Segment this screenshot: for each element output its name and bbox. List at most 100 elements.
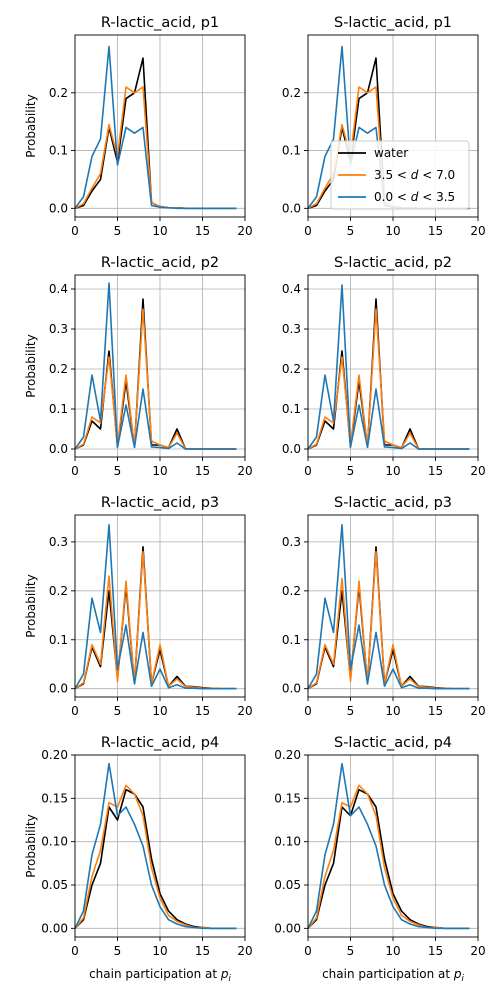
y-tick-label: 0.1 [282,402,301,416]
y-tick-label: 0.20 [41,748,68,762]
series-line-0-0-d-3-5 [74,282,237,450]
x-tick-label: 10 [152,464,167,478]
y-tick-label: 0.0 [282,201,301,215]
x-tick-label: 15 [195,944,210,958]
y-tick-label: 0.4 [49,282,68,296]
subplot-3: 0 5 10 15 20 0.0 0.1 0.2 0.3 0.4 R-lactic_acid, p2… [24,255,253,478]
y-tick-label: 0.2 [49,362,68,376]
subplot-5: 0 5 10 15 20 0.0 0.1 0.2 0.3 R-lactic_acid, p3 Pro… [24,495,253,718]
y-tick-label: 0.10 [274,835,301,849]
y-tick-label: 0.2 [49,584,68,598]
y-tick-label: 0.3 [282,535,301,549]
subplot-title: S-lactic_acid, p3 [334,495,452,511]
x-tick-label: 15 [195,224,210,238]
x-tick-label: 15 [195,464,210,478]
x-tick-label: 0 [304,944,312,958]
y-tick-label: 0.4 [282,282,301,296]
x-tick-label: 5 [347,704,355,718]
x-tick-label: 15 [428,224,443,238]
x-tick-label: 0 [71,944,79,958]
series-line-0-0-d-3-5 [74,523,237,690]
x-axis-label: chain participation at pi [89,967,231,984]
subplot-4: 0 5 10 15 20 0.0 0.1 0.2 0.3 0.4 S-lactic_acid, p2 [282,255,486,478]
x-tick-label: 10 [152,224,167,238]
subplot-title: S-lactic_acid, p2 [334,255,452,271]
y-tick-label: 0.1 [49,144,68,158]
x-tick-label: 15 [428,464,443,478]
y-tick-label: 0.05 [274,878,301,892]
x-tick-label: 20 [470,704,485,718]
x-tick-label: 10 [152,704,167,718]
y-tick-label: 0.1 [282,633,301,647]
x-tick-label: 5 [114,224,122,238]
series-line-0-0-d-3-5 [74,762,237,930]
x-tick-label: 20 [470,224,485,238]
y-tick-label: 0.2 [282,362,301,376]
x-tick-label: 20 [470,464,485,478]
y-axis-label: Probability [24,334,38,397]
subplot-1: 0 5 10 15 20 0.0 0.1 0.2 R-lactic_acid, p1 Probab… [24,15,253,238]
x-tick-label: 15 [195,704,210,718]
subplot-6: 0 5 10 15 20 0.0 0.1 0.2 0.3 S-lactic_acid, p3 [282,495,486,718]
y-tick-label: 0.20 [274,748,301,762]
x-tick-label: 20 [237,944,252,958]
subplot-title: R-lactic_acid, p2 [101,255,219,271]
y-axis-label: Probability [24,574,38,637]
legend-label: 3.5 < d < 7.0 [374,168,455,182]
x-tick-label: 5 [347,464,355,478]
x-tick-label: 10 [385,944,400,958]
series-line-0-0-d-3-5 [307,523,470,690]
x-tick-label: 5 [114,944,122,958]
subplot-title: R-lactic_acid, p3 [101,495,219,511]
x-tick-label: 0 [71,224,79,238]
y-tick-label: 0.0 [49,682,68,696]
y-tick-label: 0.05 [41,878,68,892]
y-tick-label: 0.1 [49,633,68,647]
x-tick-label: 5 [114,464,122,478]
x-tick-label: 20 [237,704,252,718]
x-tick-label: 0 [304,464,312,478]
legend-box [330,140,470,210]
y-tick-label: 0.0 [49,201,68,215]
x-tick-label: 0 [304,224,312,238]
x-tick-label: 5 [114,704,122,718]
x-tick-label: 5 [347,224,355,238]
x-tick-label: 10 [385,464,400,478]
y-tick-label: 0.00 [274,921,301,935]
subplot-8: 0 5 10 15 20 0.00 0.05 0.10 0.15 0.20 S-lactic_aci… [274,735,485,984]
y-tick-label: 0.3 [282,322,301,336]
x-tick-label: 15 [428,704,443,718]
y-tick-label: 0.00 [41,921,68,935]
series-line-0-0-d-3-5 [74,45,237,210]
subplot-title: S-lactic_acid, p1 [334,15,452,31]
legend-label: water [374,146,408,160]
x-tick-label: 20 [237,224,252,238]
x-tick-label: 20 [470,944,485,958]
x-tick-label: 10 [385,224,400,238]
y-tick-label: 0.0 [49,442,68,456]
y-tick-label: 0.15 [274,791,301,805]
y-tick-label: 0.0 [282,442,301,456]
x-tick-label: 20 [237,464,252,478]
y-tick-label: 0.2 [49,86,68,100]
subplot-title: R-lactic_acid, p4 [101,735,219,751]
x-tick-label: 0 [71,464,79,478]
y-tick-label: 0.3 [49,322,68,336]
subplot-title: S-lactic_acid, p4 [334,735,452,751]
subplot-title: R-lactic_acid, p1 [101,15,219,31]
y-axis-label: Probability [24,94,38,157]
x-tick-label: 0 [304,704,312,718]
x-tick-label: 10 [385,704,400,718]
x-tick-label: 0 [71,704,79,718]
y-axis-label: Probability [24,814,38,877]
y-tick-label: 0.0 [282,682,301,696]
y-tick-label: 0.2 [282,86,301,100]
y-tick-label: 0.15 [41,791,68,805]
series-line-0-0-d-3-5 [307,284,470,450]
x-axis-label: chain participation at pi [322,967,464,984]
legend: water 3.5 < d < 7.0 0.0 < d < 3.5 [330,140,470,210]
y-tick-label: 0.1 [282,144,301,158]
x-tick-label: 5 [347,944,355,958]
subplot-7: 0 5 10 15 20 0.00 0.05 0.10 0.15 0.20 R-lactic_aci… [24,735,253,984]
